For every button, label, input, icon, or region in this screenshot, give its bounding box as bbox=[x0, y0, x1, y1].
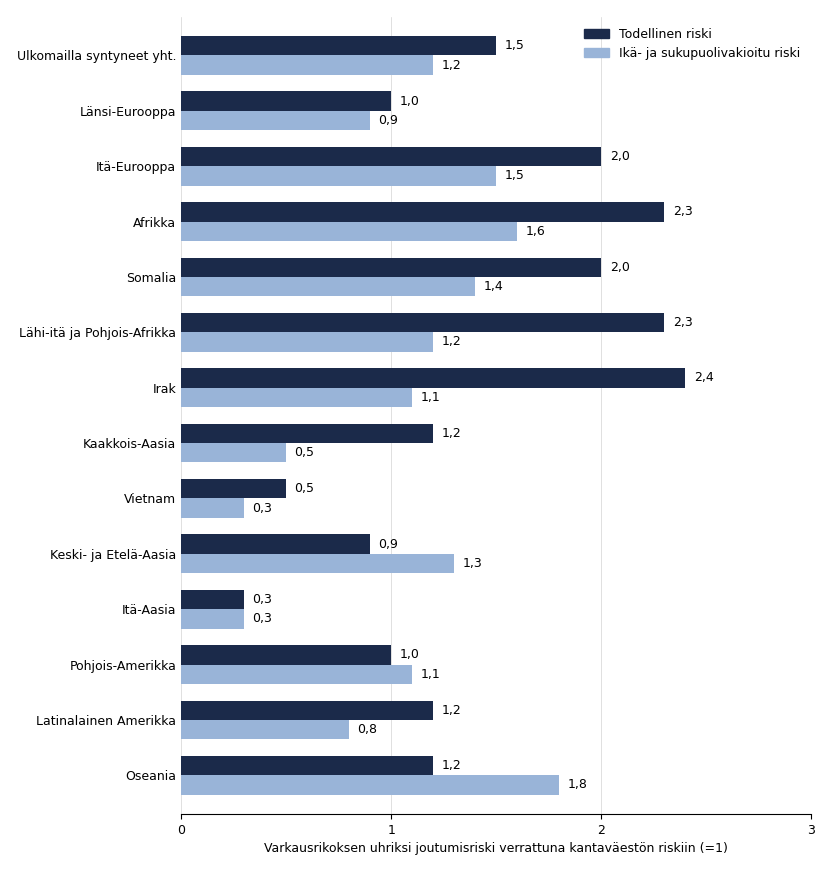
Bar bbox=[181, 664, 412, 684]
Text: 0,3: 0,3 bbox=[252, 612, 272, 625]
Bar bbox=[181, 645, 391, 664]
Text: 1,8: 1,8 bbox=[567, 779, 587, 792]
Bar bbox=[181, 368, 686, 388]
Bar bbox=[181, 424, 433, 443]
Text: 0,5: 0,5 bbox=[295, 482, 314, 495]
Text: 1,2: 1,2 bbox=[442, 58, 461, 72]
Text: 1,6: 1,6 bbox=[526, 225, 546, 238]
X-axis label: Varkausrikoksen uhriksi joutumisriski verrattuna kantaväestön riskiin (=1): Varkausrikoksen uhriksi joutumisriski ve… bbox=[265, 842, 728, 855]
Text: 0,3: 0,3 bbox=[252, 593, 272, 606]
Bar bbox=[181, 720, 349, 739]
Text: 1,3: 1,3 bbox=[463, 557, 483, 570]
Bar bbox=[181, 499, 244, 518]
Bar bbox=[181, 221, 518, 241]
Bar bbox=[181, 202, 664, 221]
Text: 1,0: 1,0 bbox=[399, 95, 419, 107]
Bar bbox=[181, 146, 602, 167]
Bar bbox=[181, 56, 433, 75]
Bar bbox=[181, 92, 391, 111]
Bar bbox=[181, 535, 370, 554]
Bar bbox=[181, 111, 370, 130]
Text: 0,3: 0,3 bbox=[252, 501, 272, 514]
Text: 2,3: 2,3 bbox=[673, 206, 692, 218]
Text: 0,9: 0,9 bbox=[379, 114, 399, 127]
Text: 1,5: 1,5 bbox=[505, 39, 524, 52]
Bar bbox=[181, 554, 454, 573]
Legend: Todellinen riski, Ikä- ja sukupuolivakioitu riski: Todellinen riski, Ikä- ja sukupuolivakio… bbox=[579, 23, 805, 65]
Text: 1,5: 1,5 bbox=[505, 169, 524, 182]
Bar bbox=[181, 332, 433, 351]
Text: 1,4: 1,4 bbox=[483, 280, 503, 293]
Text: 1,2: 1,2 bbox=[442, 427, 461, 439]
Bar bbox=[181, 775, 559, 794]
Text: 1,2: 1,2 bbox=[442, 336, 461, 349]
Bar bbox=[181, 700, 433, 720]
Text: 1,2: 1,2 bbox=[442, 704, 461, 717]
Text: 1,1: 1,1 bbox=[420, 668, 440, 681]
Bar bbox=[181, 479, 286, 499]
Bar bbox=[181, 756, 433, 775]
Text: 2,0: 2,0 bbox=[610, 261, 630, 274]
Bar bbox=[181, 610, 244, 629]
Text: 0,8: 0,8 bbox=[358, 723, 378, 736]
Text: 1,1: 1,1 bbox=[420, 391, 440, 404]
Bar bbox=[181, 589, 244, 610]
Bar bbox=[181, 443, 286, 462]
Text: 2,0: 2,0 bbox=[610, 150, 630, 163]
Bar bbox=[181, 167, 496, 186]
Bar bbox=[181, 388, 412, 407]
Text: 0,5: 0,5 bbox=[295, 446, 314, 460]
Text: 1,2: 1,2 bbox=[442, 760, 461, 772]
Bar bbox=[181, 277, 475, 296]
Bar bbox=[181, 36, 496, 56]
Text: 1,0: 1,0 bbox=[399, 649, 419, 661]
Bar bbox=[181, 257, 602, 277]
Text: 0,9: 0,9 bbox=[379, 538, 399, 550]
Bar bbox=[181, 313, 664, 332]
Text: 2,4: 2,4 bbox=[694, 371, 714, 385]
Text: 2,3: 2,3 bbox=[673, 317, 692, 329]
